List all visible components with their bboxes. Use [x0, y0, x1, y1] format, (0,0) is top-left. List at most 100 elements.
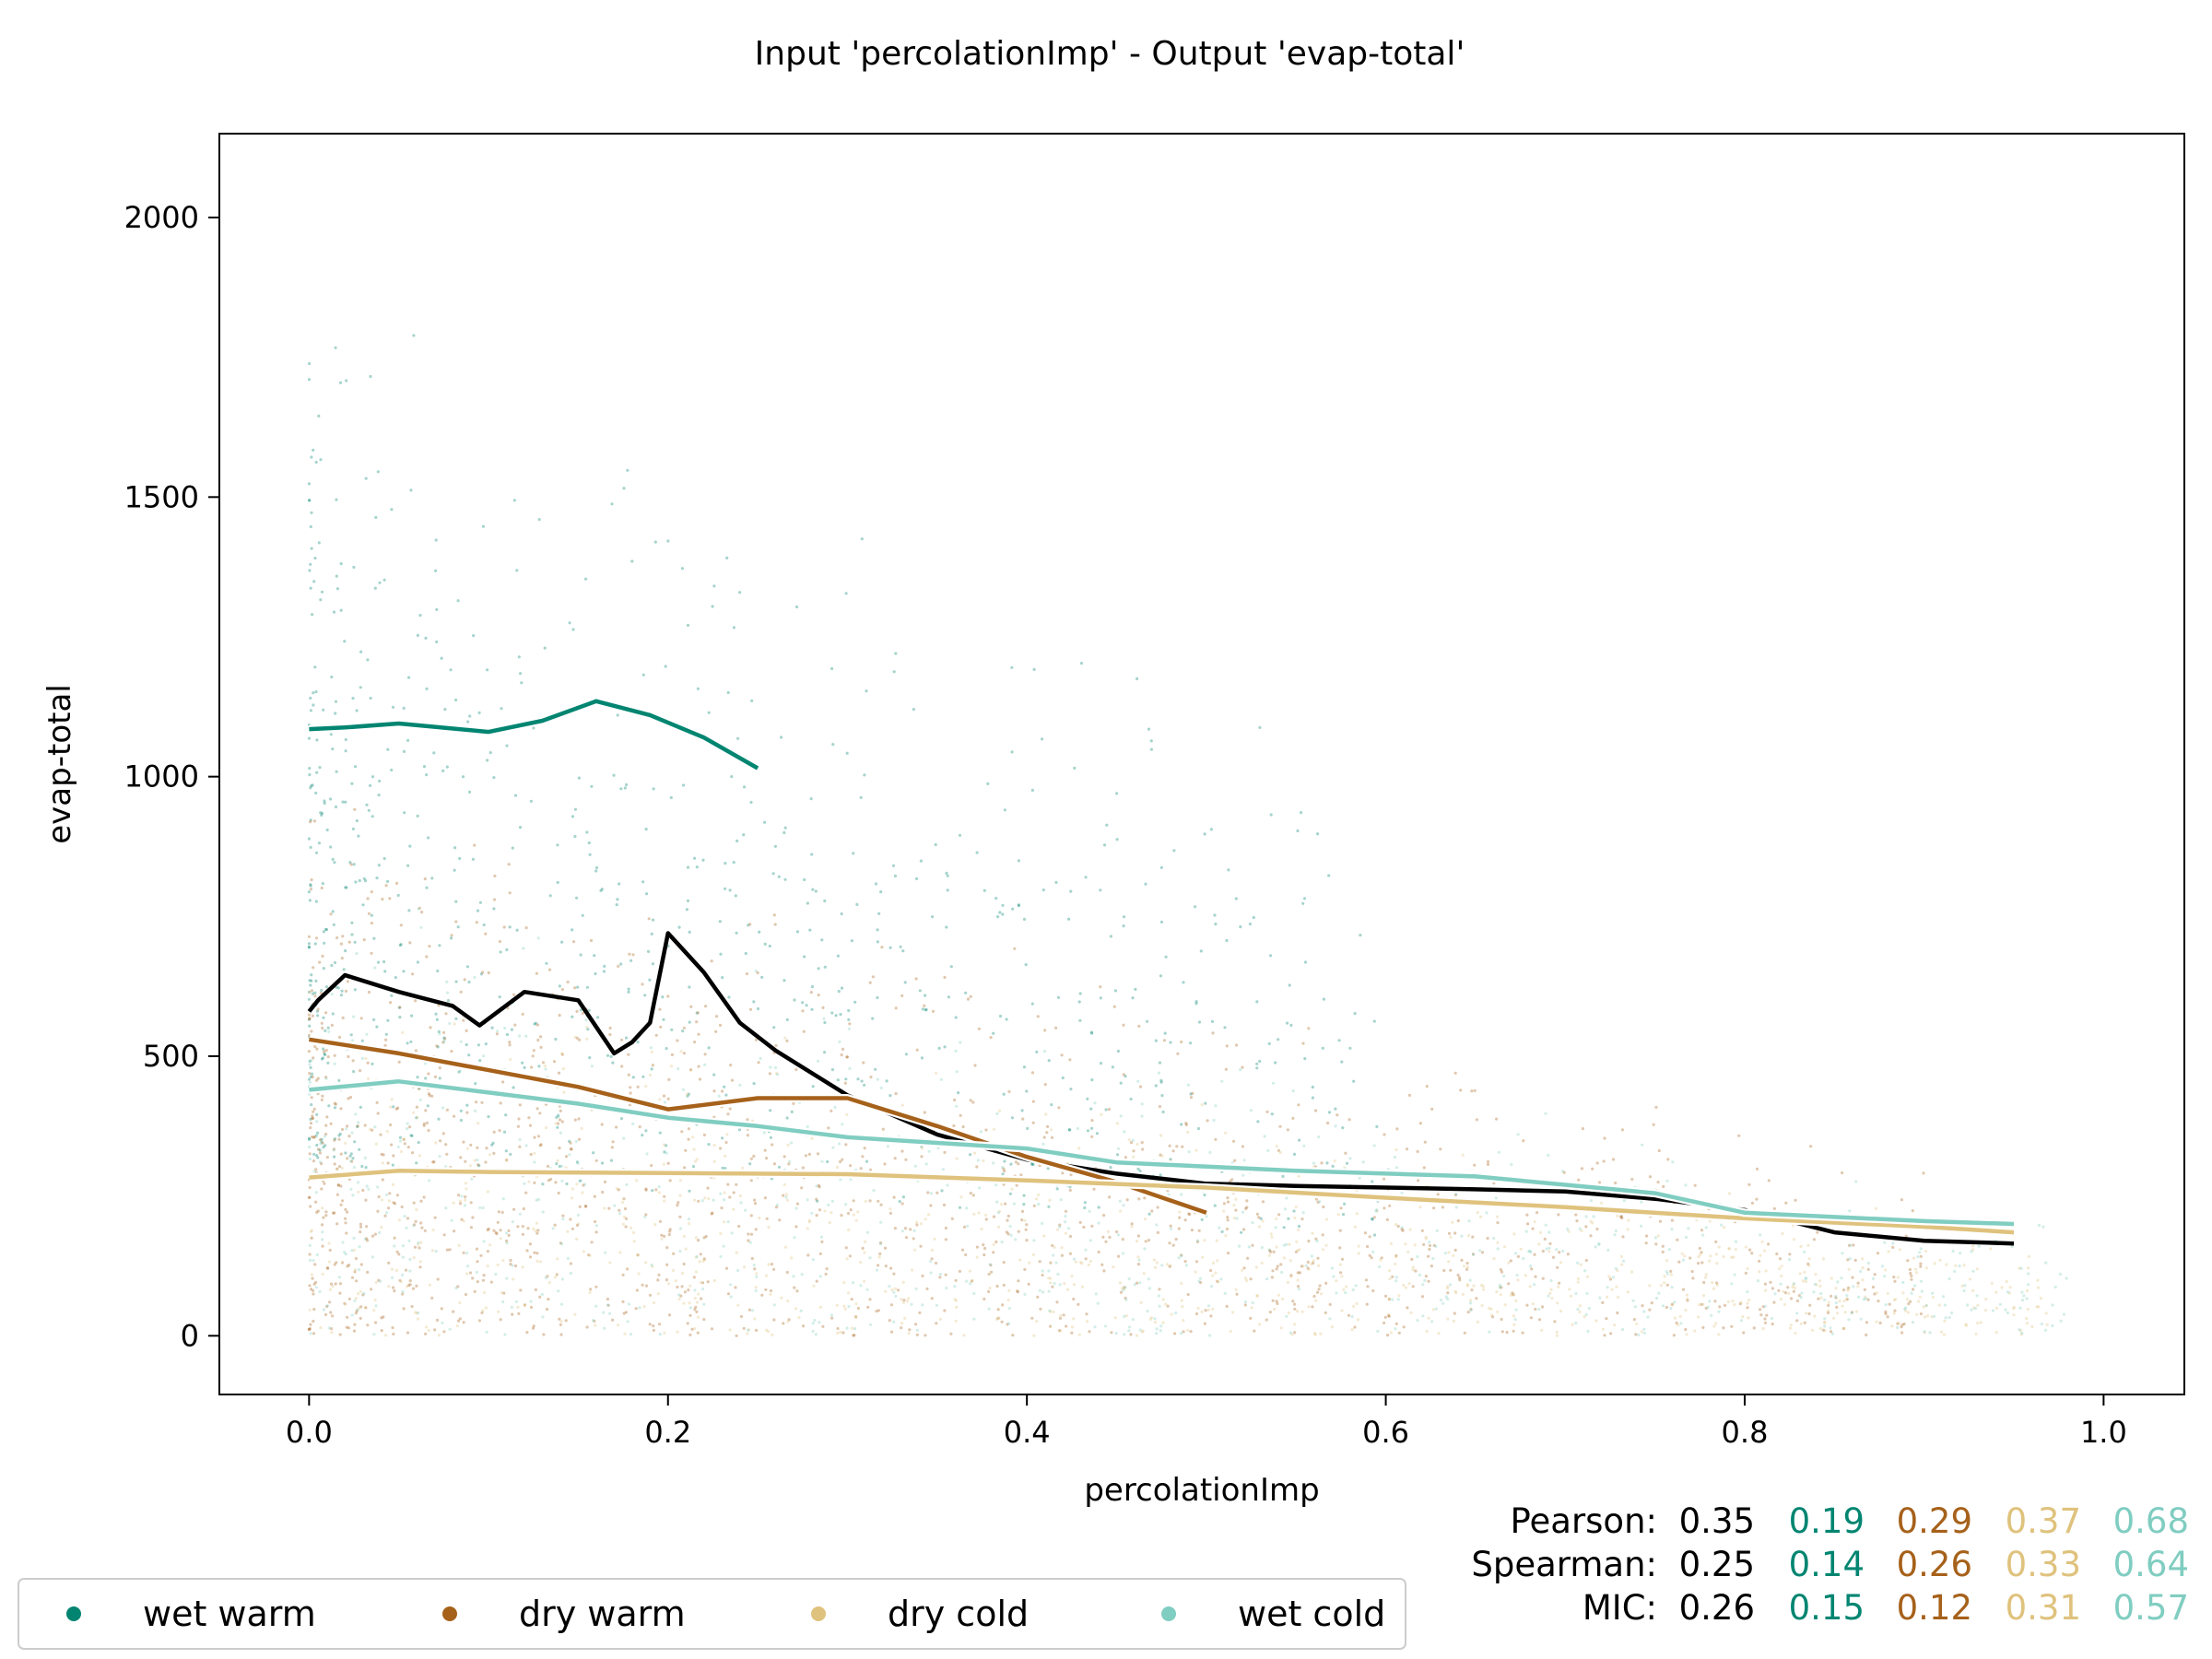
scatter-point: [313, 1263, 317, 1266]
scatter-point: [1197, 1279, 1201, 1283]
scatter-point: [1297, 1174, 1300, 1178]
scatter-point: [1994, 1306, 1998, 1310]
scatter-point: [461, 775, 465, 779]
scatter-point: [320, 1021, 324, 1025]
scatter-point: [1065, 1324, 1068, 1328]
scatter-point: [1434, 1307, 1438, 1311]
scatter-point: [527, 1180, 531, 1183]
scatter-point: [1000, 1240, 1004, 1244]
scatter-point: [538, 1295, 542, 1299]
scatter-point: [436, 1045, 440, 1049]
scatter-point: [1335, 1291, 1338, 1295]
scatter-point: [1063, 1281, 1066, 1286]
scatter-point: [310, 989, 314, 993]
scatter-point: [1901, 1280, 1905, 1285]
scatter-point: [499, 1229, 502, 1232]
scatter-point: [1177, 1227, 1181, 1230]
scatter-point: [515, 569, 519, 572]
scatter-point: [1352, 1079, 1356, 1083]
scatter-point: [1475, 1297, 1478, 1300]
scatter-point: [972, 1291, 976, 1296]
scatter-point: [415, 1284, 418, 1288]
trend-line-dry-cold: [309, 1169, 2015, 1235]
scatter-point: [560, 1277, 565, 1281]
scatter-point: [1203, 1322, 1206, 1325]
scatter-point: [1118, 1281, 1122, 1285]
scatter-point: [931, 915, 935, 919]
stat-value-wet-warm: 0.19: [1789, 1501, 1865, 1541]
scatter-point: [1277, 1148, 1280, 1152]
scatter-point: [1827, 1309, 1830, 1313]
scatter-point: [692, 1276, 696, 1279]
scatter-point: [679, 1050, 683, 1053]
scatter-point: [571, 815, 575, 818]
scatter-point: [726, 1182, 730, 1186]
scatter-point: [1345, 1161, 1349, 1165]
scatter-point: [558, 1014, 561, 1018]
scatter-point: [1710, 1313, 1713, 1317]
scatter-point: [307, 1018, 311, 1021]
scatter-point: [810, 1211, 814, 1215]
scatter-point: [525, 1331, 529, 1335]
scatter-point: [919, 859, 924, 863]
scatter-point: [827, 1126, 830, 1130]
scatter-point: [704, 1005, 708, 1008]
scatter-point: [401, 1292, 405, 1296]
scatter-point: [818, 1208, 822, 1212]
scatter-point: [356, 1124, 359, 1129]
scatter-point: [769, 1288, 773, 1293]
scatter-point: [767, 1263, 771, 1266]
scatter-point: [594, 1219, 597, 1224]
scatter-point: [371, 775, 375, 779]
scatter-point: [310, 547, 313, 550]
scatter-point: [1310, 1254, 1313, 1258]
scatter-point: [677, 1293, 681, 1297]
scatter-point: [1023, 1292, 1027, 1296]
scatter-point: [992, 1251, 995, 1254]
scatter-point: [863, 1147, 866, 1150]
scatter-point: [1159, 974, 1163, 978]
scatter-point: [1533, 1253, 1536, 1256]
scatter-point: [1353, 1012, 1357, 1016]
scatter-point: [814, 889, 818, 893]
scatter-point: [1708, 1259, 1712, 1263]
scatter-point: [1827, 1311, 1830, 1314]
scatter-point: [606, 1303, 610, 1307]
scatter-point: [889, 1330, 894, 1334]
scatter-point: [454, 980, 458, 983]
scatter-point: [2025, 1297, 2029, 1300]
scatter-point: [333, 1138, 336, 1142]
scatter-point: [1195, 1240, 1200, 1243]
scatter-point: [689, 1005, 693, 1008]
scatter-point: [443, 708, 447, 712]
scatter-point: [719, 1254, 723, 1258]
scatter-point: [1045, 1131, 1049, 1135]
scatter-point: [1911, 1209, 1914, 1213]
scatter-point: [350, 933, 354, 936]
scatter-point: [1368, 1235, 1371, 1239]
scatter-point: [953, 1285, 957, 1288]
scatter-point: [1001, 912, 1005, 916]
scatter-point: [688, 1284, 692, 1288]
scatter-point: [541, 1182, 545, 1186]
scatter-point: [1160, 1094, 1164, 1098]
scatter-point: [1068, 1058, 1072, 1062]
scatter-point: [314, 936, 319, 940]
scatter-point: [952, 1124, 956, 1128]
scatter-point: [535, 1231, 539, 1235]
scatter-point: [1219, 1277, 1223, 1281]
scatter-point: [1671, 1160, 1675, 1164]
scatter-point: [558, 1164, 561, 1169]
scatter-point: [809, 797, 813, 801]
scatter-point: [453, 1114, 456, 1118]
scatter-point: [371, 1234, 375, 1238]
scatter-point: [473, 843, 477, 847]
scatter-point: [1566, 1227, 1570, 1231]
scatter-point: [1277, 1038, 1280, 1041]
scatter-point: [929, 1271, 933, 1275]
scatter-point: [724, 1167, 727, 1171]
scatter-point: [699, 1253, 702, 1256]
scatter-point: [1823, 1328, 1827, 1333]
scatter-point: [1037, 1202, 1041, 1206]
scatter-point: [1200, 1310, 1204, 1313]
